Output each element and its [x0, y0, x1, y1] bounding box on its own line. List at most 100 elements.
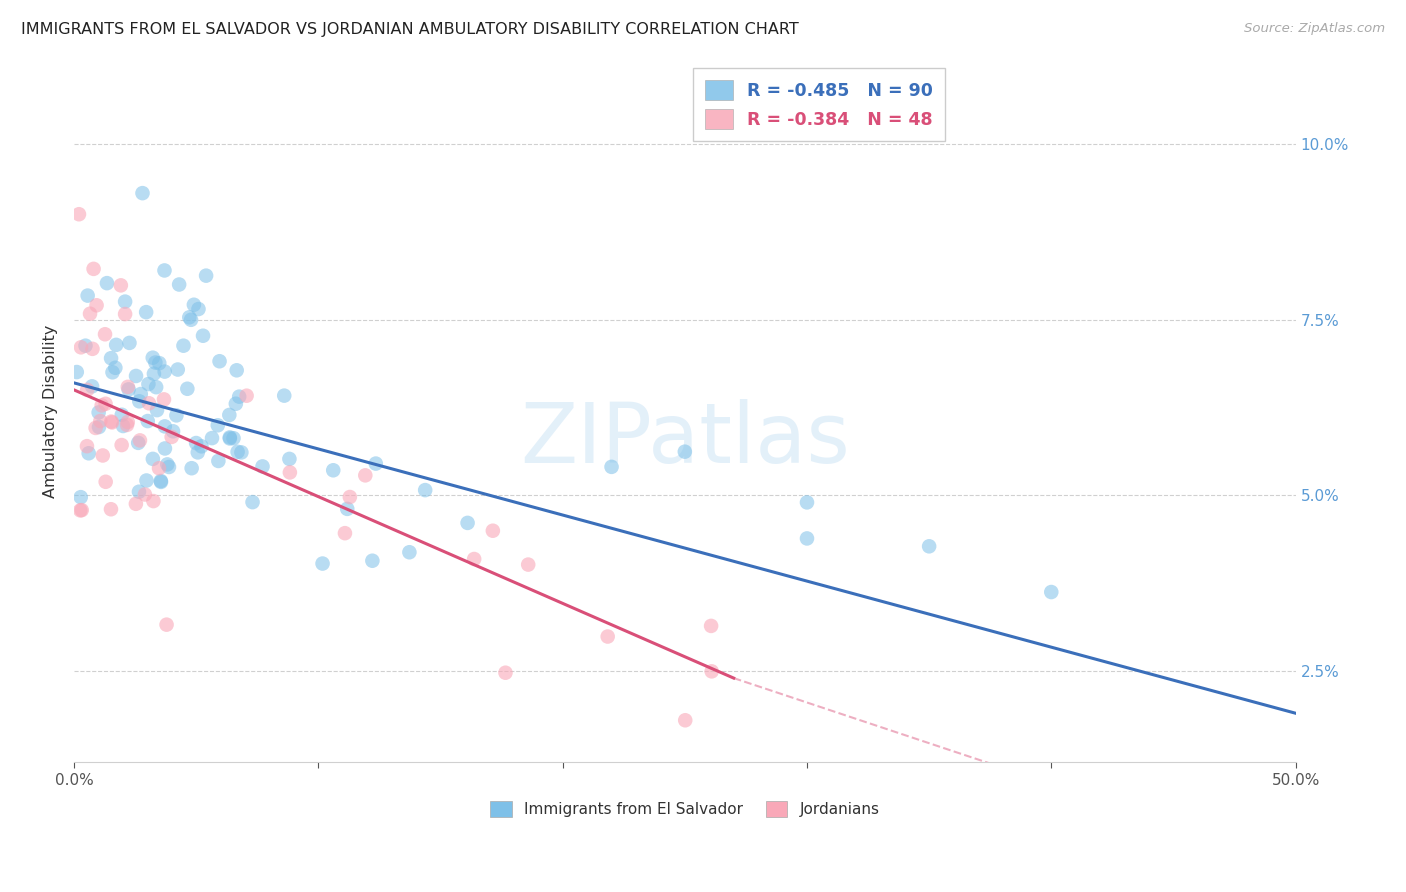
Point — [135, 474, 157, 488]
Point — [172, 339, 194, 353]
Point — [94, 327, 117, 342]
Point — [156, 458, 179, 472]
Point — [90, 398, 112, 412]
Point — [111, 438, 134, 452]
Point — [176, 382, 198, 396]
Point — [364, 457, 387, 471]
Point — [129, 434, 152, 448]
Point — [76, 288, 98, 302]
Point — [101, 365, 124, 379]
Point — [145, 380, 167, 394]
Point — [225, 363, 247, 377]
Point — [136, 414, 159, 428]
Point — [252, 459, 274, 474]
Y-axis label: Ambulatory Disability: Ambulatory Disability — [44, 325, 58, 498]
Point — [180, 461, 202, 475]
Point — [1040, 585, 1063, 599]
Point — [117, 383, 139, 397]
Point — [242, 495, 264, 509]
Point — [125, 497, 148, 511]
Point — [180, 313, 202, 327]
Point — [165, 409, 187, 423]
Point — [339, 490, 361, 504]
Point — [796, 532, 818, 546]
Point — [157, 460, 180, 475]
Point — [153, 442, 176, 456]
Point — [354, 468, 377, 483]
Point — [398, 545, 420, 559]
Point — [413, 483, 436, 497]
Point — [208, 354, 231, 368]
Point — [796, 495, 818, 509]
Point — [361, 554, 384, 568]
Point — [273, 389, 295, 403]
Point — [160, 430, 183, 444]
Point — [146, 403, 169, 417]
Point — [100, 415, 122, 429]
Point — [70, 503, 93, 517]
Text: ZIPatlas: ZIPatlas — [520, 399, 849, 480]
Point — [153, 365, 176, 379]
Point — [89, 414, 111, 428]
Point — [333, 526, 356, 541]
Point — [117, 415, 139, 429]
Point — [231, 445, 253, 459]
Point — [145, 355, 167, 369]
Point — [222, 431, 245, 445]
Point — [336, 501, 359, 516]
Point — [153, 263, 176, 277]
Point — [114, 294, 136, 309]
Point — [918, 539, 941, 553]
Point — [218, 408, 240, 422]
Point — [135, 305, 157, 319]
Point — [218, 430, 240, 444]
Point — [235, 389, 257, 403]
Point — [110, 278, 132, 293]
Point — [111, 408, 134, 422]
Point — [125, 368, 148, 383]
Point — [138, 396, 160, 410]
Point — [218, 432, 240, 446]
Point — [322, 463, 344, 477]
Point — [153, 392, 176, 407]
Point — [149, 474, 172, 488]
Point — [187, 445, 209, 459]
Point — [190, 439, 212, 453]
Point — [482, 524, 505, 538]
Point — [104, 360, 127, 375]
Point — [128, 394, 150, 409]
Point — [128, 484, 150, 499]
Point — [162, 425, 184, 439]
Point — [76, 439, 98, 453]
Point — [118, 335, 141, 350]
Point — [129, 387, 152, 401]
Point — [66, 365, 89, 379]
Point — [134, 487, 156, 501]
Point — [76, 383, 98, 397]
Point — [131, 186, 153, 201]
Point — [596, 630, 619, 644]
Point — [463, 552, 485, 566]
Point — [600, 459, 623, 474]
Point — [207, 418, 229, 433]
Point — [94, 397, 117, 411]
Point — [127, 435, 149, 450]
Point — [278, 466, 301, 480]
Point — [79, 307, 101, 321]
Text: Source: ZipAtlas.com: Source: ZipAtlas.com — [1244, 22, 1385, 36]
Point — [150, 475, 173, 489]
Point — [69, 503, 91, 517]
Point — [117, 380, 139, 394]
Point — [80, 379, 103, 393]
Point — [138, 377, 160, 392]
Point — [153, 419, 176, 434]
Point — [100, 351, 122, 366]
Point — [105, 338, 128, 352]
Point — [115, 417, 138, 432]
Point — [148, 461, 170, 475]
Point — [142, 351, 165, 365]
Point — [87, 405, 110, 419]
Point — [69, 490, 91, 504]
Point — [225, 397, 247, 411]
Point — [142, 451, 165, 466]
